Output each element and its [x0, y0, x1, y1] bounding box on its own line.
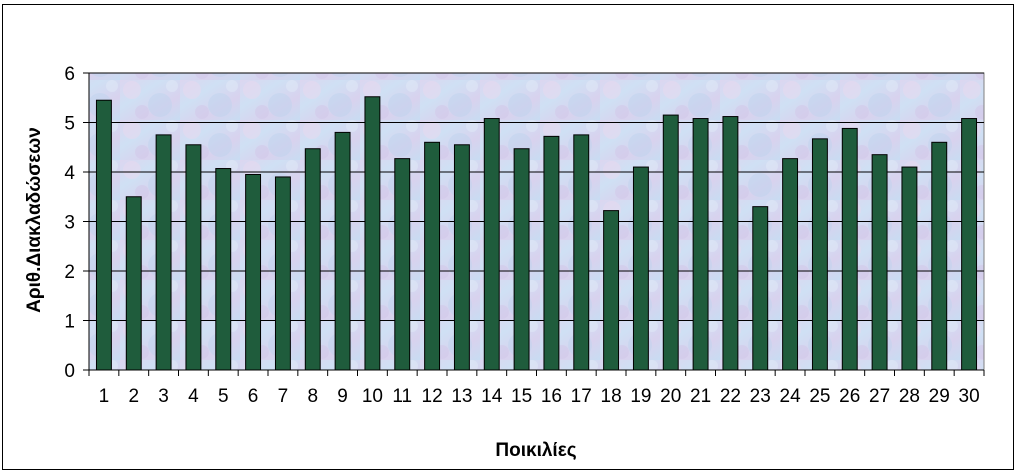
bar-30: [961, 118, 978, 371]
y-tick-label: 5: [64, 114, 75, 135]
bar-10: [364, 96, 381, 371]
bar-18: [603, 210, 620, 371]
x-tick-label: 15: [511, 386, 532, 407]
bar-16: [543, 135, 560, 371]
bar-21: [692, 118, 709, 371]
x-tick-label: 9: [337, 386, 348, 407]
bars: [95, 96, 978, 371]
x-tick-label: 17: [571, 386, 592, 407]
x-tick-label: 6: [248, 386, 259, 407]
bar-17: [573, 134, 590, 371]
x-tick-label: 16: [541, 386, 562, 407]
x-tick-labels: 1 2 3 4 5 6 7 8 9 10 11 12 13 14 15 16 17 18 19 20 21 22 23 24 2…: [99, 386, 980, 407]
bar-27: [871, 154, 888, 371]
x-tick-label: 10: [362, 386, 383, 407]
bar-20: [662, 114, 679, 371]
bar-26: [841, 127, 858, 371]
x-tick-label: 27: [869, 386, 890, 407]
x-tick-label: 4: [188, 386, 199, 407]
bar-14: [483, 118, 500, 371]
y-axis-title: Αριθ.Διακλαδώσεων: [24, 127, 45, 313]
x-tick-label: 29: [929, 386, 950, 407]
bar-22: [722, 116, 739, 371]
bar-19: [632, 166, 649, 371]
bar-23: [752, 206, 769, 371]
bar-15: [513, 148, 530, 371]
x-tick-label: 21: [690, 386, 711, 407]
bar-6: [245, 173, 262, 371]
y-tick-label: 4: [64, 163, 75, 184]
bar-29: [931, 141, 948, 371]
x-tick-label: 8: [307, 386, 318, 407]
x-tick-label: 24: [780, 386, 802, 407]
bar-9: [334, 131, 351, 371]
x-tick-label: 26: [839, 386, 860, 407]
x-tick-label: 5: [218, 386, 229, 407]
x-axis-title: Ποικιλίες: [495, 440, 576, 461]
bar-28: [901, 166, 918, 371]
x-tick-label: 22: [720, 386, 741, 407]
x-tick-label: 18: [601, 386, 622, 407]
bar-24: [782, 158, 799, 371]
x-tick-label: 13: [451, 386, 472, 407]
x-tick-label: 14: [481, 386, 503, 407]
x-tick-label: 2: [128, 386, 139, 407]
x-tick-label: 28: [899, 386, 920, 407]
bar-8: [304, 148, 321, 371]
bar-12: [424, 141, 441, 371]
x-tick-label: 19: [630, 386, 651, 407]
gridlines: [89, 72, 984, 321]
bar-13: [453, 144, 470, 371]
y-tick-label: 3: [64, 213, 75, 234]
x-tick-label: 12: [422, 386, 443, 407]
y-tick-label: 2: [64, 262, 75, 283]
x-tick-label: 23: [750, 386, 771, 407]
bar-5: [215, 168, 232, 371]
y-tick-label: 6: [64, 64, 75, 85]
x-tick-label: 7: [278, 386, 289, 407]
x-tick-label: 11: [392, 386, 412, 407]
bar-2: [125, 196, 142, 371]
x-tick-label: 3: [158, 386, 169, 407]
y-tick-label: 1: [64, 312, 75, 333]
y-tick-label: 0: [64, 361, 75, 382]
y-tick-labels: 0 1 2 3 4 5 6: [64, 64, 75, 382]
bar-7: [274, 176, 291, 371]
axes: [83, 72, 985, 376]
x-tick-label: 20: [660, 386, 681, 407]
bar-25: [811, 138, 828, 371]
bar-4: [185, 144, 202, 371]
bar-11: [394, 158, 411, 371]
x-tick-label: 30: [959, 386, 980, 407]
bar-3: [155, 134, 172, 371]
x-tick-label: 25: [809, 386, 830, 407]
bar-1: [95, 99, 112, 371]
x-tick-label: 1: [99, 386, 110, 407]
